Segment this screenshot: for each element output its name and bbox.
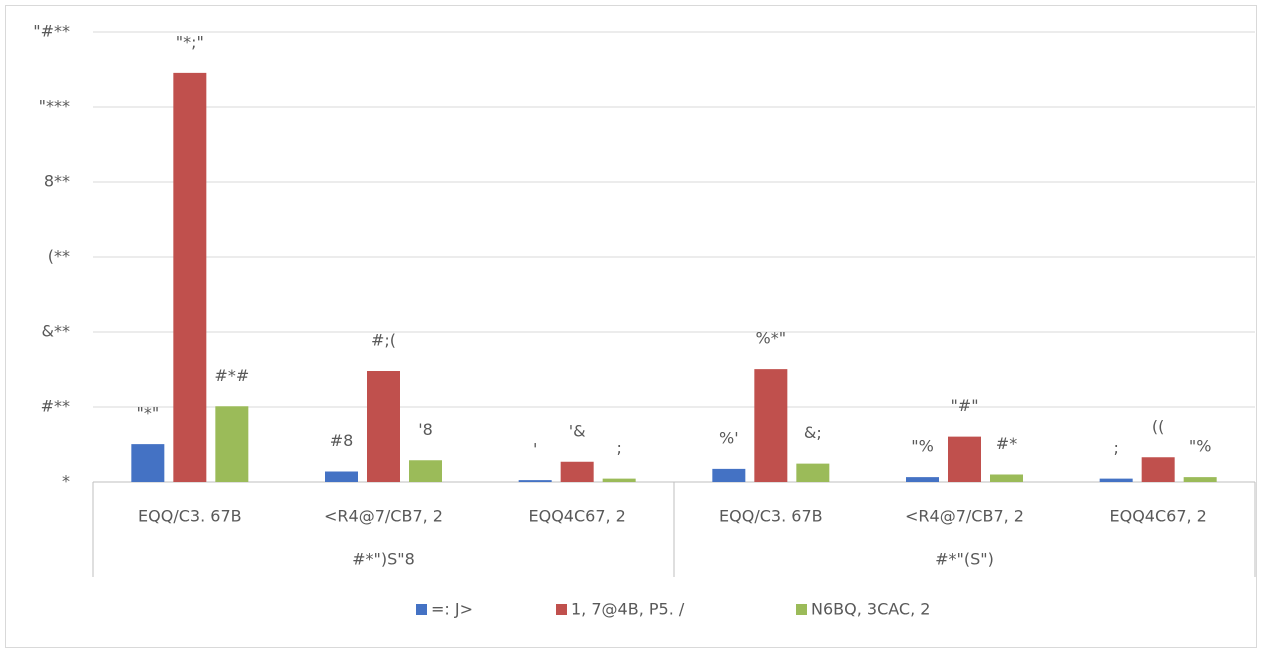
- value-label: #*#: [214, 366, 249, 385]
- value-label: ;: [1113, 438, 1118, 457]
- value-label: ;: [616, 438, 621, 457]
- group-label: #*"(S"): [935, 550, 994, 569]
- value-label: '8: [418, 420, 433, 439]
- bar: [906, 477, 939, 482]
- chart-border: [5, 5, 1257, 648]
- bar: [1183, 477, 1217, 482]
- bar: [325, 471, 358, 482]
- bar: [367, 371, 400, 482]
- x-tick-label: EQQ/C3. 67B: [138, 507, 242, 526]
- bar: [796, 463, 830, 482]
- value-label: "*": [136, 404, 159, 423]
- x-tick-label: EQQ4C67, 2: [528, 507, 625, 526]
- bar: [1141, 457, 1175, 482]
- bar: [948, 436, 981, 482]
- value-label: #*: [996, 434, 1017, 453]
- value-label: &;: [804, 423, 822, 442]
- bar: [990, 474, 1023, 482]
- y-tick-label: (**: [48, 247, 70, 266]
- bar: [754, 369, 788, 482]
- x-tick-label: EQQ/C3. 67B: [719, 507, 823, 526]
- y-tick-label: "#**: [33, 22, 70, 41]
- value-label: %*": [756, 329, 787, 348]
- legend-swatch: [556, 604, 567, 615]
- value-label: "*;": [176, 32, 204, 51]
- x-tick-label: <R4@7/CB7, 2: [324, 507, 443, 526]
- x-tick-label: EQQ4C67, 2: [1109, 507, 1206, 526]
- group-label: #*")S"8: [352, 550, 415, 569]
- value-label: "%: [1189, 437, 1212, 456]
- value-label: ': [533, 440, 537, 459]
- bar: [518, 480, 552, 482]
- legend-swatch: [416, 604, 427, 615]
- bar: [712, 468, 746, 482]
- x-tick-label: <R4@7/CB7, 2: [905, 507, 1024, 526]
- value-label: #;(: [371, 331, 396, 350]
- legend-label: =: J>: [431, 600, 473, 619]
- value-label: ((: [1152, 417, 1164, 436]
- legend-label: 1, 7@4B, P5. /: [571, 600, 685, 619]
- legend-label: N6BQ, 3CAC, 2: [811, 600, 930, 619]
- value-label: #8: [330, 431, 354, 450]
- y-tick-label: &**: [42, 322, 70, 341]
- bar: [215, 406, 249, 482]
- y-tick-label: #**: [41, 397, 70, 416]
- y-tick-label: "***: [39, 97, 70, 116]
- bar: [131, 444, 165, 482]
- value-label: "%: [911, 437, 934, 456]
- y-tick-label: 8**: [44, 172, 70, 191]
- value-label: "#": [950, 396, 978, 415]
- bar: [409, 460, 442, 482]
- legend-swatch: [796, 604, 807, 615]
- value-label: '&: [569, 421, 586, 440]
- bar: [173, 72, 207, 482]
- y-tick-label: *: [62, 472, 70, 491]
- bar: [560, 461, 594, 482]
- bar: [1099, 478, 1133, 482]
- value-label: %': [719, 428, 739, 447]
- bar: [602, 478, 636, 482]
